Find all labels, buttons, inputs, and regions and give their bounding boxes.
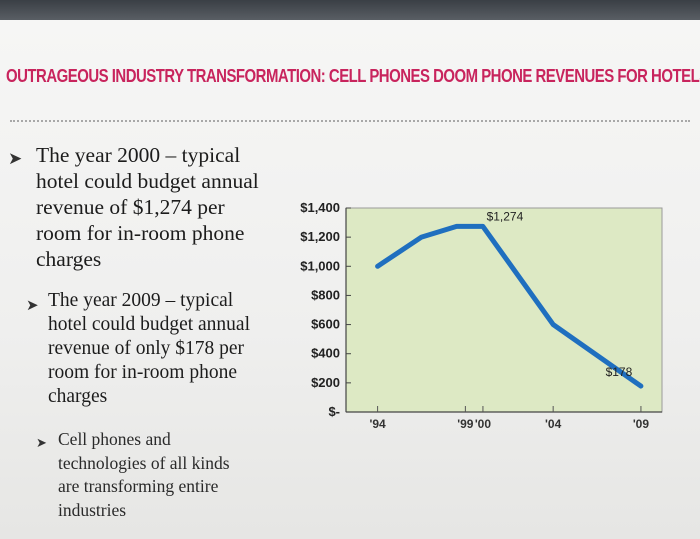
bullet-line: revenue of only $178 per — [48, 338, 245, 359]
y-tick-label: $800 — [311, 287, 340, 302]
y-axis-ticks: $1,400 $1,200 $1,000 $800 $600 $400 $200 $- — [300, 200, 351, 419]
title-divider — [10, 120, 690, 122]
data-label: $178 — [606, 365, 633, 379]
bullet-cell-phones: ➤ Cell phones and technologies of all ki… — [36, 428, 276, 522]
bullet-line: hotel could budget annual — [48, 314, 250, 335]
revenue-line-chart: $1,400 $1,200 $1,000 $800 $600 $400 $200 $- '94… — [300, 200, 663, 431]
bullet-arrow-icon: ➤ — [8, 149, 23, 169]
top-bar — [0, 0, 700, 20]
bullet-line: The year 2009 – typical — [48, 290, 234, 311]
bullet-2000: ➤ The year 2000 – typical hotel could bu… — [8, 142, 278, 272]
data-label: $1,274 — [487, 209, 524, 223]
y-tick-label: $400 — [311, 346, 340, 361]
bullet-line: industries — [58, 499, 127, 520]
series-layer — [375, 223, 644, 389]
bullet-line: hotel could budget annual — [36, 169, 259, 193]
bullet-arrow-icon: ➤ — [26, 296, 39, 314]
y-tick-label: $- — [328, 404, 340, 419]
bullet-line: technologies of all kinds — [58, 452, 230, 473]
bullet-line: are transforming entire — [58, 476, 219, 496]
bullet-line: The year 2000 – typical — [36, 143, 241, 167]
x-axis-ticks: '94 '99'00 '04 '09 — [369, 406, 649, 431]
bullet-arrow-icon: ➤ — [36, 436, 47, 451]
y-tick-label: $1,400 — [300, 200, 340, 215]
x-tick-label: '99 — [457, 417, 474, 431]
x-tick-label: '94 — [369, 417, 386, 431]
y-tick-label: $600 — [311, 317, 340, 332]
bullet-line: revenue of $1,274 per — [36, 195, 225, 219]
bullet-line: room for in-room phone — [36, 221, 245, 245]
x-tick-label: '04 — [545, 417, 562, 431]
slide-title: OUTRAGEOUS INDUSTRY TRANSFORMATION: CELL… — [6, 66, 700, 86]
bullet-line: room for in-room phone — [48, 362, 238, 383]
plot-area — [345, 207, 663, 413]
y-tick-label: $1,200 — [300, 229, 340, 244]
y-tick-label: $200 — [311, 375, 340, 390]
axes — [345, 208, 662, 413]
bullet-2009: ➤ The year 2009 – typical hotel could bu… — [26, 289, 286, 409]
data-labels: $1,274 $178 — [487, 209, 633, 379]
x-tick-label: '00 — [475, 417, 492, 431]
y-tick-label: $1,000 — [300, 258, 340, 273]
x-tick-label: '09 — [633, 417, 650, 431]
bullet-line: Cell phones and — [58, 429, 171, 449]
bullet-line: charges — [36, 247, 102, 271]
bullet-line: charges — [48, 386, 108, 407]
series-line — [375, 223, 644, 389]
